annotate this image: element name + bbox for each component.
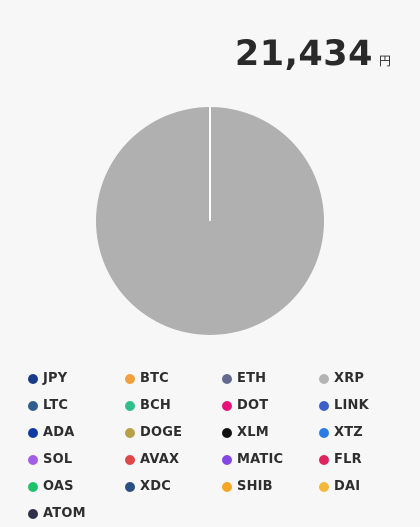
legend-item-xlm[interactable]: XLM: [222, 419, 319, 446]
legend-item-bch[interactable]: BCH: [125, 392, 222, 419]
legend-color-dot: [28, 427, 38, 438]
legend-color-dot: [28, 400, 38, 411]
legend-label: XDC: [140, 479, 171, 494]
legend-item-doge[interactable]: DOGE: [125, 419, 222, 446]
legend-item-oas[interactable]: OAS: [28, 473, 125, 500]
legend-item-sol[interactable]: SOL: [28, 446, 125, 473]
legend-label: AVAX: [140, 452, 180, 467]
legend-item-jpy[interactable]: JPY: [28, 365, 125, 392]
legend-color-dot: [125, 373, 135, 384]
legend-label: FLR: [334, 452, 362, 467]
legend-label: DOT: [237, 398, 269, 413]
legend-item-shib[interactable]: SHIB: [222, 473, 319, 500]
legend-color-dot: [28, 373, 38, 384]
pie-chart-svg: [96, 107, 324, 335]
legend-label: ADA: [43, 425, 75, 440]
legend-item-flr[interactable]: FLR: [319, 446, 408, 473]
asset-pie-chart: [95, 106, 325, 336]
legend-color-dot: [125, 400, 135, 411]
legend-color-dot: [319, 454, 329, 465]
legend-label: XRP: [334, 371, 365, 386]
legend-label: DOGE: [140, 425, 183, 440]
total-balance-value: 21,434: [234, 34, 373, 74]
legend-label: SOL: [43, 452, 73, 467]
chart-legend: JPY BTC ETH XRP LTC BCH DOT LINK ADA DOGE XLM XTZ SO…: [28, 365, 408, 527]
legend-item-btc[interactable]: BTC: [125, 365, 222, 392]
legend-label: XTZ: [334, 425, 363, 440]
legend-item-ada[interactable]: ADA: [28, 419, 125, 446]
legend-label: BCH: [140, 398, 171, 413]
legend-color-dot: [222, 427, 232, 438]
legend-label: LINK: [334, 398, 369, 413]
legend-color-dot: [125, 427, 135, 438]
legend-color-dot: [319, 481, 329, 492]
legend-item-ltc[interactable]: LTC: [28, 392, 125, 419]
legend-label: ATOM: [43, 506, 86, 521]
legend-label: DAI: [334, 479, 361, 494]
legend-color-dot: [125, 454, 135, 465]
total-balance: 21,434 円: [235, 30, 391, 78]
legend-label: XLM: [237, 425, 269, 440]
legend-item-matic[interactable]: MATIC: [222, 446, 319, 473]
legend-label: MATIC: [237, 452, 284, 467]
legend-label: ETH: [237, 371, 267, 386]
legend-item-dot[interactable]: DOT: [222, 392, 319, 419]
legend-color-dot: [222, 373, 232, 384]
legend-label: JPY: [43, 371, 68, 386]
legend-item-avax[interactable]: AVAX: [125, 446, 222, 473]
legend-label: LTC: [43, 398, 69, 413]
legend-color-dot: [125, 481, 135, 492]
legend-color-dot: [28, 481, 38, 492]
legend-item-xdc[interactable]: XDC: [125, 473, 222, 500]
legend-color-dot: [28, 508, 38, 519]
legend-item-link[interactable]: LINK: [319, 392, 408, 419]
legend-item-eth[interactable]: ETH: [222, 365, 319, 392]
legend-item-dai[interactable]: DAI: [319, 473, 408, 500]
legend-color-dot: [222, 454, 232, 465]
legend-color-dot: [319, 427, 329, 438]
legend-color-dot: [319, 373, 329, 384]
legend-label: OAS: [43, 479, 74, 494]
legend-item-xrp[interactable]: XRP: [319, 365, 408, 392]
legend-color-dot: [319, 400, 329, 411]
legend-label: BTC: [140, 371, 169, 386]
legend-label: SHIB: [237, 479, 273, 494]
legend-color-dot: [222, 400, 232, 411]
currency-unit: 円: [378, 54, 391, 68]
legend-color-dot: [222, 481, 232, 492]
legend-color-dot: [28, 454, 38, 465]
legend-item-atom[interactable]: ATOM: [28, 500, 125, 527]
legend-item-xtz[interactable]: XTZ: [319, 419, 408, 446]
